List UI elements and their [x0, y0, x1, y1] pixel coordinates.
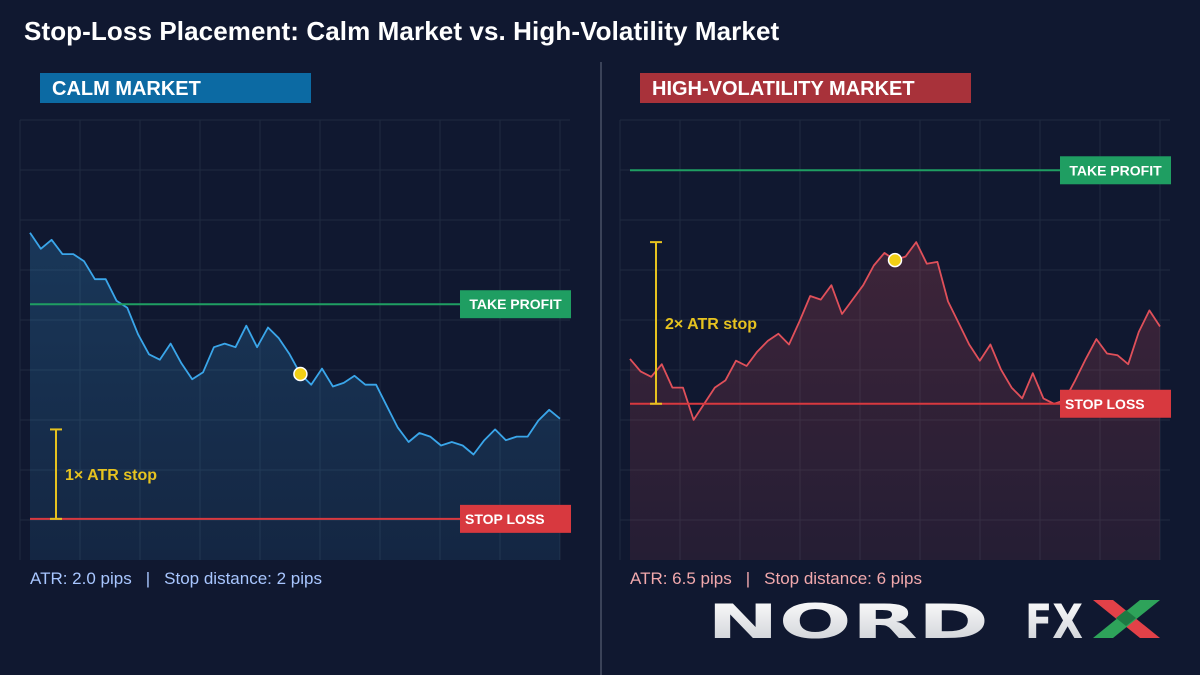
logo-x-mark [1093, 600, 1160, 638]
take-profit-badge [460, 290, 571, 319]
take-profit-badge [1060, 156, 1171, 185]
high-volatility-header: HIGH-VOLATILITY MARKET [640, 73, 971, 103]
volatile-atr-text: ATR: 6.5 pips [630, 569, 732, 588]
entry-point [887, 252, 903, 268]
price-area [30, 232, 560, 560]
atr-label: 1× ATR stop [65, 467, 157, 484]
calm-market-footer: ATR: 2.0 pips | Stop distance: 2 pips [30, 569, 322, 589]
nordfx-logo: NORD FX [707, 598, 1160, 643]
volatile-stop-distance-text: Stop distance: 6 pips [764, 569, 922, 588]
take-profit-label: TAKE PROFIT [1069, 162, 1162, 178]
logo-nord-text: NORD [707, 598, 989, 643]
panel-divider [600, 62, 602, 675]
stop-loss-label: STOP LOSS [1065, 396, 1145, 412]
price-line [29, 232, 561, 456]
logo-fx-text: FX [1025, 598, 1083, 643]
calm-atr-text: ATR: 2.0 pips [30, 569, 132, 588]
stop-loss-badge [460, 504, 571, 533]
page-title: Stop-Loss Placement: Calm Market vs. Hig… [24, 16, 780, 46]
calm-market-chart: TAKE PROFIT STOP LOSS 1× ATR stop [19, 119, 571, 560]
footer-separator: | [745, 569, 751, 588]
take-profit-label: TAKE PROFIT [469, 296, 562, 312]
stop-loss-badge [1060, 389, 1171, 418]
calm-stop-distance-text: Stop distance: 2 pips [164, 569, 322, 588]
calm-market-header: CALM MARKET [40, 73, 311, 103]
footer-separator: | [145, 569, 151, 588]
high-volatility-footer: ATR: 6.5 pips | Stop distance: 6 pips [630, 569, 922, 589]
entry-point [293, 366, 308, 382]
price-area [630, 242, 1160, 560]
stop-loss-label: STOP LOSS [465, 511, 545, 527]
high-volatility-chart: TAKE PROFIT STOP LOSS 2× ATR stop [619, 119, 1171, 560]
atr-label: 2× ATR stop [665, 316, 757, 333]
